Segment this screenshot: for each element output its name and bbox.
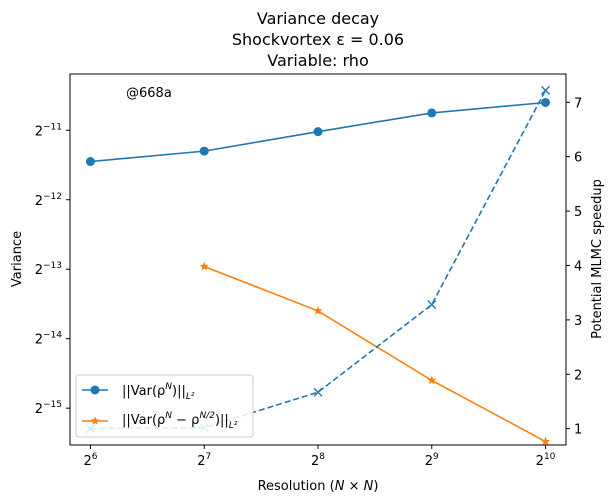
title-line-2: Shockvortex ε = 0.06 — [232, 30, 404, 49]
y-right-tick-label-4: 5 — [574, 205, 582, 220]
series-2-point-4 — [541, 85, 551, 95]
title-line-3: Variable: rho — [267, 51, 368, 70]
y-axis-left: 2−15 2−14 2−13 2−12 2−11 — [35, 122, 70, 417]
series-2-point-3 — [427, 300, 437, 310]
y-left-tick-label-2: 2−13 — [35, 261, 62, 278]
y-left-tick-label-3: 2−12 — [35, 192, 62, 209]
series-1-point-2 — [427, 375, 437, 385]
legend: ||Var(ρN)||L² ||Var(ρN − ρN/2)||L² — [75, 374, 254, 438]
series-1-point-3 — [540, 436, 551, 446]
x-tick-label-0: 26 — [83, 452, 97, 469]
y-right-tick-label-6: 7 — [574, 96, 582, 111]
watermark-annotation: @668a — [126, 86, 172, 101]
x-tick-label-4: 210 — [536, 452, 556, 469]
series-1-line — [203, 265, 546, 443]
legend-box — [75, 374, 254, 438]
x-tick-label-3: 29 — [425, 452, 439, 469]
legend-marker-variance — [90, 385, 100, 395]
series-0-point-1 — [199, 146, 209, 156]
y-left-tick-label-0: 2−15 — [35, 400, 62, 417]
legend-entry-variance: ||Var(ρN)||L² — [82, 382, 195, 402]
x-tick-label-2: 28 — [311, 452, 325, 469]
series-0-point-0 — [85, 157, 95, 167]
y-left-tick-label-1: 2−14 — [35, 331, 63, 348]
legend-label-variance: ||Var(ρN)||L² — [122, 382, 195, 402]
y-right-tick-label-3: 4 — [574, 259, 582, 274]
legend-entry-difference: ||Var(ρN − ρN/2)||L² — [82, 411, 238, 431]
y-right-tick-label-0: 1 — [574, 423, 582, 438]
series-0-point-3 — [427, 108, 437, 118]
series-1-point-0 — [199, 261, 209, 271]
y-axis-right-label: Potential MLMC speedup — [590, 179, 605, 339]
legend-label-difference: ||Var(ρN − ρN/2)||L² — [122, 411, 238, 431]
x-tick-label-1: 27 — [197, 452, 211, 469]
x-axis-label: Resolution (N × N) — [258, 479, 379, 494]
y-right-tick-label-1: 2 — [574, 368, 582, 383]
series-0-point-2 — [313, 127, 323, 137]
series-2-point-2 — [313, 387, 323, 397]
y-axis-right: 1 2 3 4 5 6 7 — [566, 96, 582, 438]
y-axis-left-label: Variance — [10, 231, 25, 287]
y-right-tick-label-2: 3 — [574, 314, 582, 329]
y-left-tick-label-4: 2−11 — [35, 122, 62, 139]
title-line-1: Variance decay — [257, 9, 379, 28]
series-0-point-4 — [541, 97, 551, 107]
y-right-tick-label-5: 6 — [574, 151, 582, 166]
chart-title: Variance decay Shockvortex ε = 0.06 Vari… — [232, 9, 404, 70]
x-axis: 26 27 28 29 210 — [83, 445, 556, 469]
legend-marker-difference — [90, 416, 100, 425]
series-1-point-1 — [313, 306, 323, 315]
